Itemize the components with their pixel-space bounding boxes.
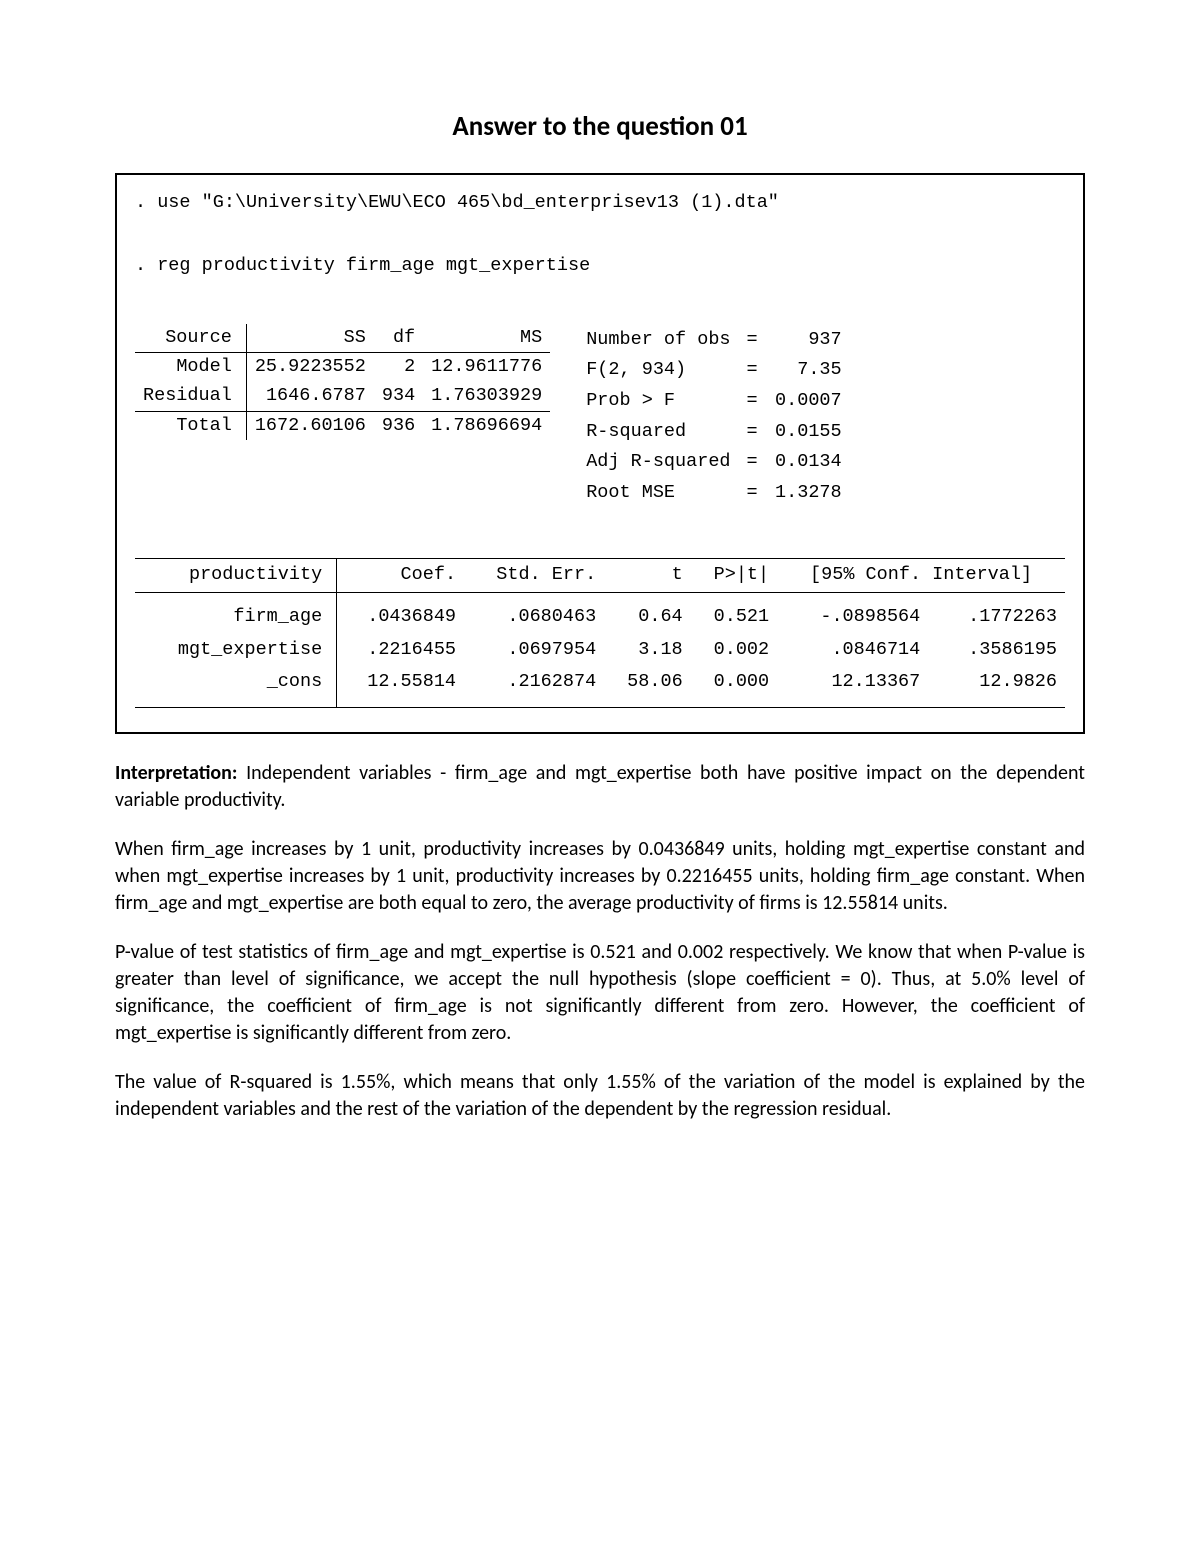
stat-1-label: F(2, 934) bbox=[580, 356, 736, 385]
anova-r0-ms: 12.9611776 bbox=[423, 353, 550, 382]
coef-h-ci: [95% Conf. Interval] bbox=[777, 559, 1065, 593]
coef-r0-coef: .0436849 bbox=[337, 593, 464, 634]
coef-h-coef: Coef. bbox=[337, 559, 464, 593]
coef-h-t: t bbox=[604, 559, 690, 593]
interpretation-label: Interpretation: bbox=[115, 761, 237, 785]
stat-0-eq: = bbox=[739, 326, 766, 355]
stat-2-val: 0.0007 bbox=[768, 387, 848, 416]
anova-r1-ss: 1646.6787 bbox=[246, 382, 374, 411]
stat-0-label: Number of obs bbox=[580, 326, 736, 355]
stat-2-label: Prob > F bbox=[580, 387, 736, 416]
anova-r2-label: Total bbox=[135, 411, 246, 440]
coef-r2-p: 0.000 bbox=[691, 666, 777, 707]
coef-r2-t: 58.06 bbox=[604, 666, 690, 707]
coef-r1-lo: .0846714 bbox=[777, 634, 928, 667]
anova-h-ms: MS bbox=[423, 324, 550, 353]
stat-5-val: 1.3278 bbox=[768, 479, 848, 508]
coef-r1-se: .0697954 bbox=[464, 634, 604, 667]
anova-r1-label: Residual bbox=[135, 382, 246, 411]
coef-h-p: P>|t| bbox=[691, 559, 777, 593]
coef-r0-label: firm_age bbox=[135, 593, 337, 634]
page: Answer to the question 01 . use "G:\Univ… bbox=[0, 0, 1200, 1553]
coef-r0-p: 0.521 bbox=[691, 593, 777, 634]
stat-4-val: 0.0134 bbox=[768, 448, 848, 477]
stat-5-eq: = bbox=[739, 479, 766, 508]
coef-r2-label: _cons bbox=[135, 666, 337, 707]
anova-r2-ms: 1.78696694 bbox=[423, 411, 550, 440]
stata-output: . use "G:\University\EWU\ECO 465\bd_ente… bbox=[115, 173, 1085, 734]
stats-table: Number of obs=937 F(2, 934)=7.35 Prob > … bbox=[578, 324, 849, 510]
paragraph-1-text: Independent variables - firm_age and mgt… bbox=[115, 761, 1085, 812]
coef-r1-p: 0.002 bbox=[691, 634, 777, 667]
paragraph-3: P-value of test statistics of firm_age a… bbox=[115, 939, 1085, 1047]
stat-4-label: Adj R-squared bbox=[580, 448, 736, 477]
anova-r2-df: 936 bbox=[374, 411, 423, 440]
anova-h-df: df bbox=[374, 324, 423, 353]
coef-r2-lo: 12.13367 bbox=[777, 666, 928, 707]
stat-4-eq: = bbox=[739, 448, 766, 477]
stat-1-eq: = bbox=[739, 356, 766, 385]
anova-r0-ss: 25.9223552 bbox=[246, 353, 374, 382]
anova-r0-label: Model bbox=[135, 353, 246, 382]
coef-r1-t: 3.18 bbox=[604, 634, 690, 667]
anova-h-ss: SS bbox=[246, 324, 374, 353]
anova-r2-ss: 1672.60106 bbox=[246, 411, 374, 440]
coef-r0-t: 0.64 bbox=[604, 593, 690, 634]
coef-r0-hi: .1772263 bbox=[928, 593, 1065, 634]
stat-3-label: R-squared bbox=[580, 418, 736, 447]
anova-wrap: Source SS df MS Model 25.9223552 2 12.96… bbox=[135, 324, 1065, 510]
paragraph-4: The value of R-squared is 1.55%, which m… bbox=[115, 1069, 1085, 1123]
anova-r1-df: 934 bbox=[374, 382, 423, 411]
stat-1-val: 7.35 bbox=[768, 356, 848, 385]
coef-r1-coef: .2216455 bbox=[337, 634, 464, 667]
anova-h-source: Source bbox=[135, 324, 246, 353]
coef-r0-lo: -.0898564 bbox=[777, 593, 928, 634]
coef-h-se: Std. Err. bbox=[464, 559, 604, 593]
coef-r1-label: mgt_expertise bbox=[135, 634, 337, 667]
cmd-use: . use "G:\University\EWU\ECO 465\bd_ente… bbox=[135, 189, 1065, 218]
anova-table: Source SS df MS Model 25.9223552 2 12.96… bbox=[135, 324, 550, 441]
paragraph-1: Interpretation: Independent variables - … bbox=[115, 760, 1085, 814]
stat-2-eq: = bbox=[739, 387, 766, 416]
paragraph-2: When firm_age increases by 1 unit, produ… bbox=[115, 836, 1085, 917]
anova-r1-ms: 1.76303929 bbox=[423, 382, 550, 411]
coef-r2-coef: 12.55814 bbox=[337, 666, 464, 707]
coef-h-depvar: productivity bbox=[135, 559, 337, 593]
coef-r2-hi: 12.9826 bbox=[928, 666, 1065, 707]
page-title: Answer to the question 01 bbox=[115, 110, 1085, 143]
anova-r0-df: 2 bbox=[374, 353, 423, 382]
stat-3-val: 0.0155 bbox=[768, 418, 848, 447]
stat-0-val: 937 bbox=[768, 326, 848, 355]
stat-5-label: Root MSE bbox=[580, 479, 736, 508]
coef-table: productivity Coef. Std. Err. t P>|t| [95… bbox=[135, 558, 1065, 708]
cmd-reg: . reg productivity firm_age mgt_expertis… bbox=[135, 252, 1065, 281]
coef-r0-se: .0680463 bbox=[464, 593, 604, 634]
stat-3-eq: = bbox=[739, 418, 766, 447]
coef-r2-se: .2162874 bbox=[464, 666, 604, 707]
coef-r1-hi: .3586195 bbox=[928, 634, 1065, 667]
